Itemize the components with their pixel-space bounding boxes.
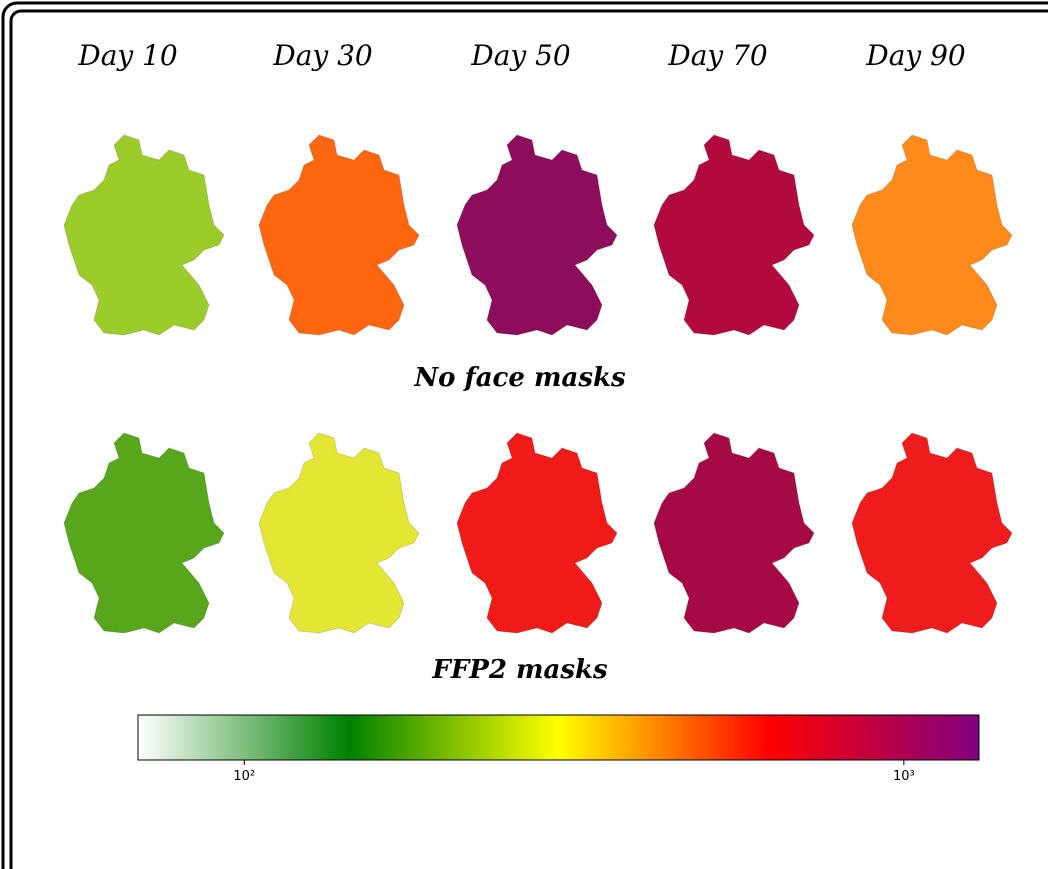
row-label: FFP2 masks — [431, 655, 608, 685]
column-title: Day 30 — [272, 39, 373, 72]
region-map — [851, 134, 1013, 336]
tick-label: 10² — [233, 769, 255, 784]
region-map — [851, 432, 1013, 634]
tick-label: 10³ — [893, 769, 915, 784]
inner-frame — [9, 9, 1048, 869]
region-map — [456, 432, 618, 634]
region-map — [63, 432, 225, 634]
region-map — [258, 134, 420, 336]
region-map — [653, 134, 815, 336]
column-title: Day 10 — [77, 39, 178, 72]
region-map — [63, 134, 225, 336]
region-map — [258, 432, 420, 634]
row-label: No face masks — [413, 363, 626, 393]
column-title: Day 70 — [667, 39, 768, 72]
colorbar — [137, 714, 980, 761]
column-title: Day 50 — [470, 39, 571, 72]
region-map — [456, 134, 618, 336]
column-title: Day 90 — [865, 39, 966, 72]
region-map — [653, 432, 815, 634]
